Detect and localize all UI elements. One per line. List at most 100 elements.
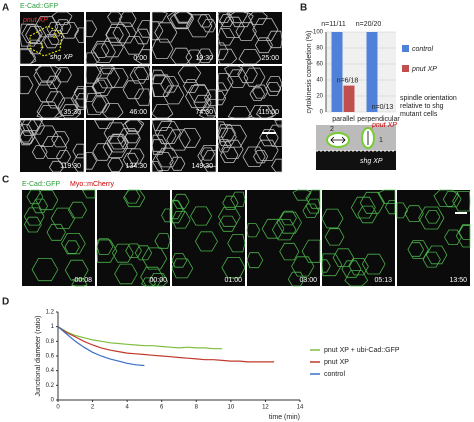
y-tick-label: 60 [316, 62, 323, 68]
cell-outlines [151, 11, 217, 65]
cell-outlines [321, 189, 396, 287]
x-tick-label: perpendicular [357, 116, 400, 123]
x-tick-label: 0 [56, 405, 60, 411]
cell-outlines [151, 65, 217, 119]
legend-label: control [324, 371, 345, 378]
genotype-label: pnut XP [22, 17, 48, 24]
diagram-label: shg XP [360, 158, 383, 165]
series-line [57, 326, 275, 363]
micrograph [397, 190, 470, 286]
time-label: 00:00 [149, 277, 167, 284]
y-tick-label: 0.6 [46, 354, 55, 360]
cell-outlines [85, 65, 151, 119]
cell-outlines [217, 65, 283, 119]
micrograph [172, 190, 245, 286]
legend-label: pnut XP + ubi-Cad::GFP [324, 347, 400, 354]
time-label: 35:30 [63, 109, 81, 116]
x-tick-label: parallel [332, 116, 355, 123]
micrograph [22, 190, 95, 286]
diagram-label: 1 [379, 137, 383, 144]
count-label: n=20/20 [356, 21, 382, 28]
scale-bar [455, 212, 467, 214]
time-label: 03:00 [299, 277, 317, 284]
mutant-label: shg XP [50, 54, 73, 61]
outline [29, 25, 63, 57]
time-label: 25:00 [261, 55, 279, 62]
time-label: 74:30 [195, 109, 213, 116]
diagram-label: pnut XP [371, 122, 397, 129]
count-label: n=6/18 [337, 77, 359, 84]
legend-label: control [412, 46, 433, 53]
x-tick-label: 8 [195, 405, 199, 411]
time-label: 46:00 [129, 109, 147, 116]
legend-label: pnut XP [411, 66, 437, 73]
spindle [330, 131, 369, 145]
y-tick-label: 20 [316, 94, 323, 100]
time-label: 13:50 [449, 277, 467, 284]
y-axis-label: cytokinesis completion (%) [306, 31, 313, 114]
stain-label: E-Cad::GFP [22, 181, 60, 188]
cell-outlines [96, 189, 171, 287]
panel-letter: A [2, 3, 9, 14]
x-tick-label: 12 [262, 405, 269, 411]
count-label: n=11/11 [321, 21, 346, 28]
time-label: 0:00 [133, 55, 147, 62]
x-tick-label: 10 [228, 405, 235, 411]
cell-label: 1 [40, 43, 44, 50]
bar [343, 85, 355, 112]
bar [366, 32, 378, 112]
cell-outlines [85, 11, 151, 65]
count-label: n=0/13 [372, 104, 394, 111]
time-label: 115:00 [258, 109, 279, 116]
time-label: 149:30 [192, 163, 214, 170]
cell-outlines [151, 119, 217, 173]
panel-letter: B [300, 3, 307, 14]
y-tick-label: 0.4 [46, 368, 55, 374]
y-tick-label: 0 [320, 110, 324, 116]
time-label: 134:30 [126, 163, 148, 170]
cell-label: 2 [53, 33, 57, 40]
x-tick-label: 6 [160, 405, 164, 411]
cell-outlines [19, 65, 85, 119]
micrograph [97, 190, 170, 286]
cell-outlines [85, 119, 145, 172]
y-tick-label: 100 [313, 30, 324, 36]
y-tick-label: 0.8 [46, 339, 55, 345]
diagram-label: 2 [330, 126, 334, 133]
micrograph [247, 190, 320, 286]
x-tick-label: 2 [91, 405, 95, 411]
x-tick-label: 4 [125, 405, 129, 411]
x-axis-label: time (min) [269, 414, 300, 421]
stain-label: Myo::mCherry [70, 181, 114, 188]
x-axis-label: mutant cells [400, 111, 438, 118]
cell-outlines [396, 189, 471, 268]
y-tick-label: 1.2 [46, 310, 55, 316]
time-label: 19:30 [195, 55, 213, 62]
cell-outlines [217, 11, 283, 65]
legend-swatch [402, 65, 409, 72]
series-line [57, 326, 145, 367]
y-axis-label: Junctional diameter (ratio) [35, 316, 42, 397]
cell-outlines [19, 119, 85, 173]
cell-outlines [246, 189, 321, 287]
panel-letter: D [2, 297, 9, 308]
cell-outlines [217, 119, 283, 173]
diagram-mutant [316, 151, 396, 170]
y-tick-label: 1 [51, 324, 55, 330]
x-axis-label: spindle orientation [400, 95, 457, 102]
time-label: 05:13 [374, 277, 392, 284]
time-label: -00:08 [72, 277, 92, 284]
time-label: 119:30 [60, 163, 81, 170]
y-tick-label: 80 [316, 46, 323, 52]
series-line [57, 326, 223, 350]
scale-bar [262, 132, 276, 134]
legend-swatch [402, 45, 409, 52]
bar [331, 32, 343, 112]
x-tick-label: 14 [297, 405, 304, 411]
panel-letter: C [2, 175, 9, 186]
y-tick-label: 0.2 [46, 383, 55, 389]
x-axis-label: relative to shg [400, 103, 444, 110]
cell-outlines [171, 191, 246, 279]
cell-outlines [23, 189, 96, 287]
